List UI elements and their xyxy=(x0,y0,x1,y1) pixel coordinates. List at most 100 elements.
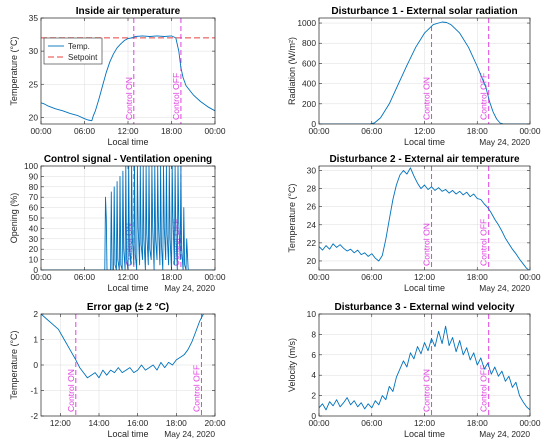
x-axis-title: Local time xyxy=(404,429,445,439)
y-axis-title: Velocity (m/s) xyxy=(287,338,297,392)
x-tick-label: 06:00 xyxy=(361,272,382,282)
series-line-vent xyxy=(41,166,215,270)
x-tick-label: 00:00 xyxy=(31,272,52,282)
control-on-label: Control ON xyxy=(66,369,76,412)
x-tick-label: 00:00 xyxy=(205,272,226,282)
series-line-wind xyxy=(319,325,530,411)
y-tick-label: 600 xyxy=(302,58,316,68)
date-label: May 24, 2020 xyxy=(164,429,215,439)
chart-title: Control signal - Ventilation opening xyxy=(44,154,212,165)
x-tick-label: 12:00 xyxy=(414,272,435,282)
y-tick-label: 30 xyxy=(29,46,39,56)
x-tick-label: 20:00 xyxy=(205,418,226,428)
x-tick-label: 06:00 xyxy=(361,418,382,428)
y-axis-title: Temperature (°C) xyxy=(9,330,19,399)
y-tick-label: 0 xyxy=(311,411,316,421)
x-tick-label: 12:00 xyxy=(50,418,71,428)
x-tick-label: 00:00 xyxy=(309,418,330,428)
y-axis-title: Radiation (W/m²) xyxy=(287,37,297,105)
x-axis-title: Local time xyxy=(107,137,148,147)
y-tick-label: 35 xyxy=(29,13,39,23)
y-tick-label: 26 xyxy=(307,202,317,212)
x-tick-label: 18:00 xyxy=(467,126,488,136)
x-tick-label: 00:00 xyxy=(520,272,541,282)
control-on-label: Control ON xyxy=(422,77,432,120)
x-tick-label: 16:00 xyxy=(127,418,148,428)
y-tick-label: 400 xyxy=(302,79,316,89)
legend-entry: Setpoint xyxy=(68,53,98,62)
control-off-label: Control OFF xyxy=(191,365,201,412)
y-tick-label: 6 xyxy=(311,350,316,360)
y-tick-label: 1 xyxy=(33,335,38,345)
x-tick-label: 12:00 xyxy=(118,272,139,282)
control-on-label: Control ON xyxy=(422,223,432,266)
y-tick-label: 10 xyxy=(307,309,317,319)
y-tick-label: 20 xyxy=(29,244,39,254)
x-tick-label: 00:00 xyxy=(31,126,52,136)
x-tick-label: 00:00 xyxy=(309,126,330,136)
y-tick-label: 30 xyxy=(29,234,39,244)
y-tick-label: 800 xyxy=(302,38,316,48)
chart-title: Inside air temperature xyxy=(76,6,181,17)
control-on-label: Control ON xyxy=(124,223,134,266)
chart-title: Disturbance 3 - External wind velocity xyxy=(334,302,514,313)
x-tick-label: 00:00 xyxy=(205,126,226,136)
panel-inside-air-temperature: Control ON Control OFF 00:00 06:00 12:00 18:0… xyxy=(9,6,226,147)
y-tick-label: 80 xyxy=(29,182,39,192)
series-line-solar xyxy=(319,21,530,124)
date-label: May 24, 2020 xyxy=(479,283,530,293)
x-tick-label: 18:00 xyxy=(467,418,488,428)
chart-title: Disturbance 2 - External air temperature xyxy=(329,154,520,165)
y-tick-label: 10 xyxy=(29,255,39,265)
x-axis-title: Local time xyxy=(107,283,148,293)
x-axis-title: Local time xyxy=(404,283,445,293)
date-label: May 24, 2020 xyxy=(164,283,215,293)
date-label: May 24, 2020 xyxy=(479,137,530,147)
panel-external-air-temperature: Control ON Control OFF 00:00 06:00 12:00 18:0… xyxy=(287,154,541,293)
panel-error-gap: Control ON Control OFF 12:00 14:00 16:00 18:0… xyxy=(9,302,226,439)
y-tick-label: 30 xyxy=(307,166,317,176)
y-tick-label: 100 xyxy=(24,161,38,171)
y-tick-label: 60 xyxy=(29,203,39,213)
x-axis-title: Local time xyxy=(404,137,445,147)
panel-solar-radiation: Control ON Control OFF 00:00 06:00 12:00 18:0… xyxy=(287,6,541,147)
y-tick-label: 28 xyxy=(307,184,317,194)
y-tick-label: 20 xyxy=(307,256,317,266)
y-tick-label: 70 xyxy=(29,192,39,202)
y-tick-label: 0 xyxy=(33,360,38,370)
x-tick-label: 00:00 xyxy=(520,418,541,428)
control-off-label: Control OFF xyxy=(479,73,489,120)
legend-entry: Temp. xyxy=(68,42,90,51)
y-tick-label: -1 xyxy=(31,386,39,396)
x-tick-label: 12:00 xyxy=(414,126,435,136)
y-tick-label: 1000 xyxy=(297,18,316,28)
y-axis-title: Temperature (°C) xyxy=(287,183,297,252)
y-tick-label: 40 xyxy=(29,223,39,233)
control-off-label: Control OFF xyxy=(479,365,489,412)
x-axis-title: Local time xyxy=(107,429,148,439)
x-tick-label: 00:00 xyxy=(520,126,541,136)
x-tick-label: 18:00 xyxy=(161,272,182,282)
series-line-ext_temp xyxy=(319,167,530,270)
y-tick-label: 25 xyxy=(29,79,39,89)
chart-title: Error gap (± 2 °C) xyxy=(87,302,169,313)
panel-wind-velocity: Control ON Control OFF 00:00 06:00 12:00 18:0… xyxy=(287,302,541,439)
control-off-label: Control OFF xyxy=(171,73,181,120)
control-on-label: Control ON xyxy=(124,77,134,120)
x-tick-label: 18:00 xyxy=(467,272,488,282)
y-axis-title: Opening (%) xyxy=(9,193,19,244)
x-tick-label: 06:00 xyxy=(74,126,95,136)
y-tick-label: 50 xyxy=(29,213,39,223)
y-tick-label: 20 xyxy=(29,112,39,122)
series-line-temp xyxy=(41,35,215,122)
x-tick-label: 06:00 xyxy=(361,126,382,136)
control-on-label: Control ON xyxy=(422,369,432,412)
series-line-error xyxy=(41,314,204,379)
y-tick-label: 2 xyxy=(33,309,38,319)
y-tick-label: 0 xyxy=(33,265,38,275)
y-tick-label: 4 xyxy=(311,370,316,380)
x-tick-label: 12:00 xyxy=(414,418,435,428)
x-tick-label: 18:00 xyxy=(161,126,182,136)
y-tick-label: 8 xyxy=(311,329,316,339)
